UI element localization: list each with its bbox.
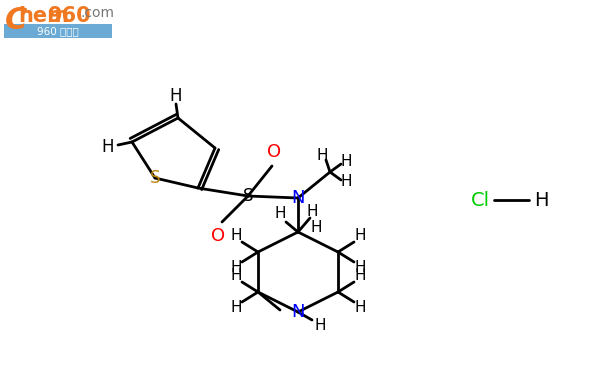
Text: 960: 960 <box>48 6 91 26</box>
Text: H: H <box>534 190 548 210</box>
Text: H: H <box>102 138 114 156</box>
Text: hem: hem <box>18 6 69 26</box>
Text: S: S <box>150 169 160 187</box>
Text: 960 化工网: 960 化工网 <box>37 26 79 36</box>
Text: H: H <box>274 207 286 222</box>
Text: H: H <box>340 154 352 170</box>
Text: H: H <box>316 148 328 164</box>
Text: O: O <box>267 143 281 161</box>
Text: H: H <box>355 228 366 243</box>
FancyBboxPatch shape <box>4 24 112 38</box>
Text: H: H <box>231 228 242 243</box>
Text: H: H <box>231 261 242 276</box>
Text: C: C <box>5 6 27 35</box>
Text: H: H <box>340 174 352 189</box>
Text: S: S <box>243 187 253 205</box>
Text: .com: .com <box>80 6 114 20</box>
Text: N: N <box>291 303 305 321</box>
Text: N: N <box>291 189 305 207</box>
Text: H: H <box>310 220 322 236</box>
Text: O: O <box>211 227 225 245</box>
Text: H: H <box>170 87 182 105</box>
Text: H: H <box>231 268 242 284</box>
Text: H: H <box>231 300 242 315</box>
Text: H: H <box>314 318 325 333</box>
Text: H: H <box>355 268 366 284</box>
Text: H: H <box>355 300 366 315</box>
Text: H: H <box>355 261 366 276</box>
Text: Cl: Cl <box>471 190 489 210</box>
Text: H: H <box>306 204 318 219</box>
